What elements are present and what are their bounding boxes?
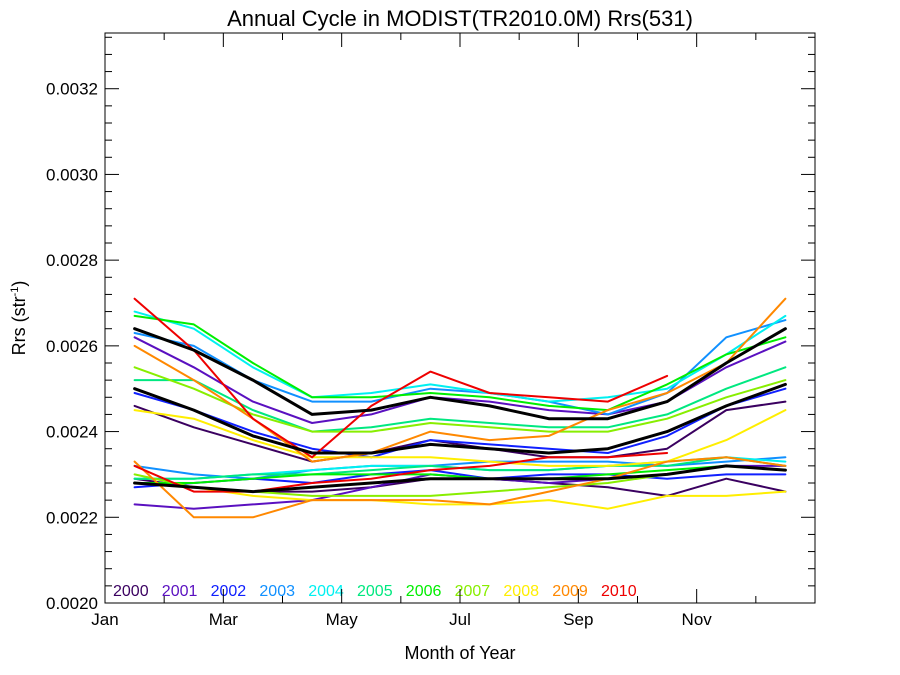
series-line [133, 297, 669, 459]
y-tick-label: 0.0026 [46, 337, 98, 356]
legend-item: 2010 [601, 583, 637, 600]
series-line [133, 366, 787, 433]
series-line [133, 400, 787, 463]
legend-item: 2002 [211, 583, 247, 600]
x-tick-label: Jan [91, 610, 118, 629]
x-tick-label: Nov [682, 610, 713, 629]
x-tick-label: Sep [563, 610, 593, 629]
y-tick-label: 0.0024 [46, 423, 98, 442]
y-tick-label: 0.0032 [46, 80, 98, 99]
legend: 2000 2001 2002 2003 2004 2005 2006 2007 2008 2009… [113, 583, 637, 600]
y-axis: 0.0020 0.0022 0.0024 0.0026 0.0028 0.0030 0.00… [46, 36, 815, 613]
y-tick-label: 0.0022 [46, 508, 98, 527]
y-tick-label: 0.0030 [46, 165, 98, 184]
legend-item: 2008 [503, 583, 539, 600]
legend-item: 2003 [259, 583, 295, 600]
mean-series-line [133, 327, 787, 421]
y-axis-label-main: Rrs (str [9, 296, 29, 355]
legend-item: 2009 [552, 583, 588, 600]
series-line [133, 482, 787, 510]
series-line [133, 452, 669, 493]
y-axis-label-superscript: -1 [9, 287, 21, 297]
legend-item: 2005 [357, 583, 393, 600]
series-layer [133, 297, 787, 519]
legend-item: 2000 [113, 583, 149, 600]
x-tick-label: Jul [449, 610, 471, 629]
mean-series-line [133, 464, 787, 494]
series-line [133, 297, 787, 463]
x-axis: Jan Mar May Jul Sep Nov [91, 33, 757, 629]
legend-item: 2007 [455, 583, 491, 600]
y-tick-label: 0.0028 [46, 251, 98, 270]
x-tick-label: Mar [209, 610, 239, 629]
y-axis-label-close: ) [9, 281, 29, 287]
mean-series-line [133, 382, 787, 455]
legend-item: 2001 [162, 583, 198, 600]
chart-title: Annual Cycle in MODIST(TR2010.0M) Rrs(53… [227, 6, 693, 31]
series-line [133, 314, 787, 412]
legend-item: 2004 [308, 583, 344, 600]
series-line [133, 366, 787, 433]
series-line [133, 409, 787, 467]
x-tick-label: May [326, 610, 359, 629]
series-line [133, 310, 787, 403]
y-axis-label: Rrs (str-1) [9, 281, 29, 356]
legend-item: 2006 [406, 583, 442, 600]
series-line [133, 456, 787, 519]
y-tick-label: 0.0020 [46, 594, 98, 613]
x-axis-label: Month of Year [404, 643, 515, 663]
series-line [133, 464, 787, 484]
series-line [133, 387, 787, 459]
